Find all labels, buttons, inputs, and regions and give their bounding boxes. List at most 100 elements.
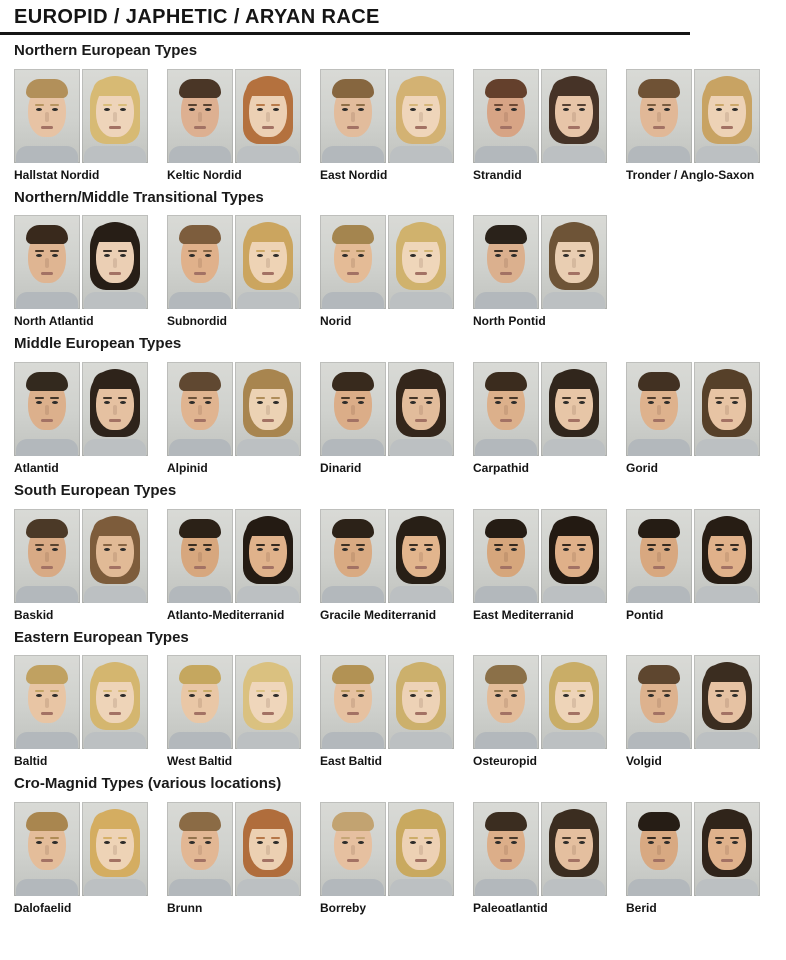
nose	[657, 404, 661, 415]
eyebrow	[577, 250, 586, 253]
eyebrow	[256, 103, 265, 106]
eye	[732, 840, 738, 844]
type-pair: Hallstat Nordid	[14, 68, 148, 182]
hair	[638, 518, 680, 538]
shoulders-area	[543, 145, 605, 163]
hair	[179, 78, 221, 98]
hair	[332, 665, 374, 685]
eyebrow	[341, 103, 350, 106]
eye	[716, 547, 722, 551]
eye	[410, 107, 416, 111]
eye	[205, 840, 211, 844]
shoulders-area	[390, 438, 452, 456]
type-pair: Berid	[626, 801, 760, 915]
eye	[426, 547, 432, 551]
eye	[563, 254, 569, 258]
nose	[504, 698, 508, 709]
type-label: Berid	[626, 900, 657, 915]
type-label: Baskid	[14, 607, 54, 622]
eye	[257, 107, 263, 111]
mouth	[721, 712, 733, 716]
eye	[664, 694, 670, 698]
hair	[399, 811, 443, 829]
type-pair: North Pontid	[473, 215, 607, 328]
eyebrow	[356, 543, 365, 546]
hair	[93, 371, 137, 389]
shoulders-area	[169, 145, 231, 163]
hair	[332, 78, 374, 98]
type-pair: Paleoatlantid	[473, 801, 607, 915]
eye	[36, 107, 42, 111]
nose	[266, 844, 270, 855]
nose	[198, 551, 202, 562]
eyebrow	[50, 543, 59, 546]
eye	[189, 254, 195, 258]
face-photo-male	[473, 508, 539, 603]
nose	[725, 404, 729, 415]
eyebrow	[662, 396, 671, 399]
face-photo-male	[473, 655, 539, 750]
eyebrow	[562, 836, 571, 839]
mouth	[500, 565, 512, 569]
nose	[351, 404, 355, 415]
type-pair: Atlantid	[14, 361, 148, 475]
eye	[257, 547, 263, 551]
hair	[552, 78, 596, 96]
mouth	[568, 858, 580, 862]
type-label: Atlanto-Mediterranid	[167, 607, 285, 622]
mouth	[194, 858, 206, 862]
eyebrow	[103, 543, 112, 546]
type-pair: Borreby	[320, 801, 454, 915]
face-photo-male	[167, 361, 233, 456]
type-label: Osteuropid	[473, 754, 538, 769]
face-photo-male	[320, 655, 386, 750]
face-photo-male	[320, 508, 386, 603]
eyebrow	[730, 103, 739, 106]
eye	[511, 254, 517, 258]
mouth	[653, 565, 665, 569]
eyebrow	[715, 396, 724, 399]
eye	[716, 840, 722, 844]
mouth	[653, 858, 665, 862]
type-row: Atlantid Alpinid Dinarid Carpathid Gorid	[14, 361, 786, 475]
nose	[351, 258, 355, 269]
eyebrow	[577, 836, 586, 839]
hair	[246, 665, 290, 683]
face-photo-female	[694, 68, 760, 163]
shoulders-area	[390, 145, 452, 163]
eyebrow	[577, 103, 586, 106]
eyebrow	[103, 836, 112, 839]
pair-images	[320, 655, 454, 750]
face-photo-female	[388, 655, 454, 750]
nose	[113, 111, 117, 122]
face-photo-male	[14, 801, 80, 896]
type-label: Keltic Nordid	[167, 167, 242, 182]
eyebrow	[103, 250, 112, 253]
shoulders-area	[475, 878, 537, 896]
nose	[198, 258, 202, 269]
shoulders-area	[169, 292, 231, 310]
hair	[332, 371, 374, 391]
eyebrow	[562, 543, 571, 546]
shoulders-area	[475, 732, 537, 750]
face-photo-female	[82, 801, 148, 896]
face-photo-male	[167, 215, 233, 310]
eye	[563, 547, 569, 551]
shoulders-area	[543, 438, 605, 456]
hair	[485, 78, 527, 98]
eyebrow	[35, 396, 44, 399]
type-label: Gracile Mediterranid	[320, 607, 437, 622]
shoulders-area	[390, 732, 452, 750]
face-photo-female	[235, 361, 301, 456]
eyebrow	[35, 543, 44, 546]
nose	[113, 551, 117, 562]
type-pair: Baltid	[14, 655, 148, 768]
eyebrow	[409, 836, 418, 839]
face-photo-female	[388, 508, 454, 603]
eye	[579, 694, 585, 698]
hair	[399, 371, 443, 389]
type-label: Pontid	[626, 607, 664, 622]
type-label: Norid	[320, 314, 352, 329]
eyebrow	[356, 250, 365, 253]
type-pair: Alpinid	[167, 361, 301, 475]
